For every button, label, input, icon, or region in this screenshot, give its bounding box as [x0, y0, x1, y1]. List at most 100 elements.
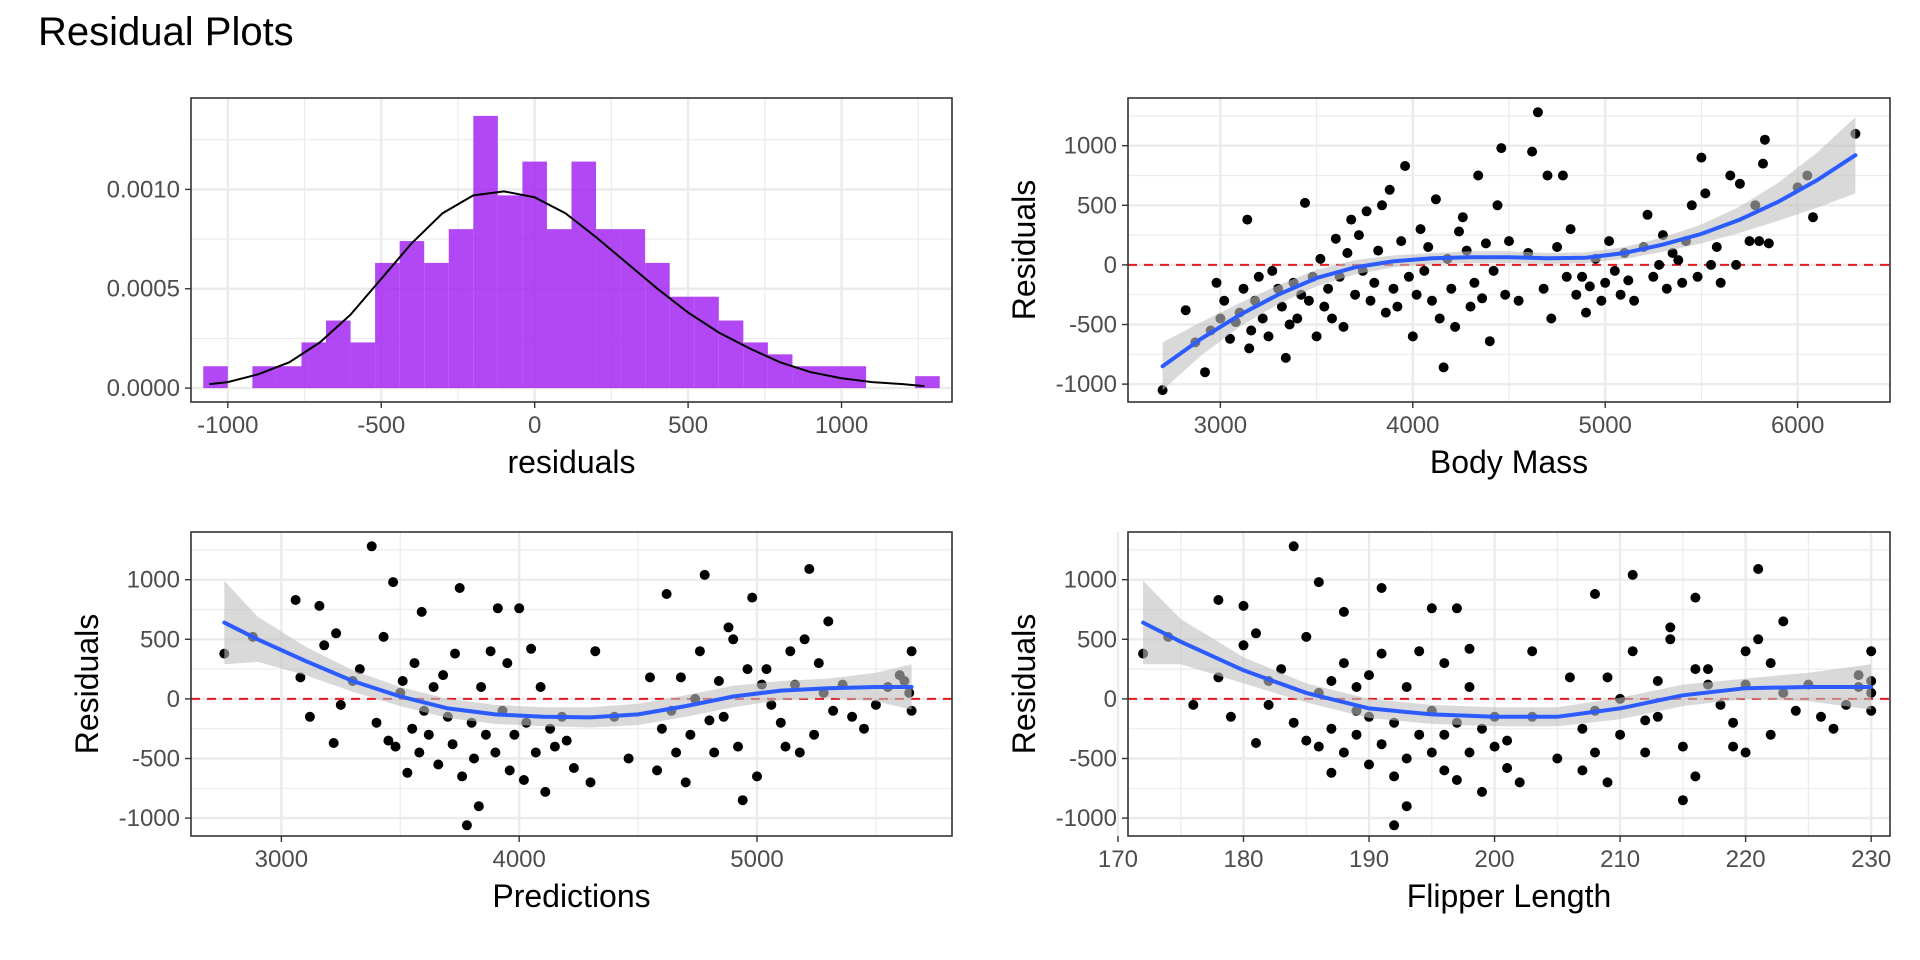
- flipper-grid: [1116, 532, 1890, 836]
- scatter-point: [1692, 271, 1703, 282]
- scatter-point: [1292, 313, 1303, 324]
- scatter-point: [1790, 705, 1801, 716]
- scatter-point: [469, 753, 479, 764]
- scatter-point: [1542, 170, 1553, 181]
- scatter-point: [1627, 569, 1638, 580]
- bodymass-x-tick-label: 5000: [1579, 412, 1632, 439]
- scatter-point: [1434, 313, 1445, 324]
- scatter-point: [1492, 200, 1503, 211]
- scatter-point: [407, 723, 418, 734]
- predictions-y-axis-label: Residuals: [69, 614, 105, 755]
- scatter-point: [585, 777, 596, 788]
- scatter-point: [1596, 295, 1607, 306]
- scatter-point: [1438, 362, 1449, 373]
- scatter-point: [492, 603, 503, 614]
- scatter-point: [1388, 283, 1399, 294]
- scatter-point: [1686, 200, 1697, 211]
- scatter-point: [1690, 592, 1701, 603]
- predictions-x-tick-label: 5000: [730, 846, 783, 873]
- scatter-point: [1488, 265, 1499, 276]
- histogram-bar: [522, 161, 547, 389]
- hist-y-tick-label: 0.0005: [107, 276, 180, 303]
- chart-hist: -1000 -500 0 500 1000 0.0000 0.0005 0.0010 resid…: [107, 97, 953, 480]
- scatter-point: [568, 763, 579, 773]
- scatter-point: [1740, 747, 1751, 758]
- scatter-point: [1451, 775, 1462, 785]
- scatter-point: [1465, 301, 1476, 312]
- hist-y-tick-label: 0.0000: [107, 375, 180, 402]
- scatter-point: [1754, 236, 1765, 247]
- scatter-point: [794, 747, 805, 758]
- scatter-point: [1426, 603, 1437, 614]
- scatter-point: [433, 759, 444, 770]
- scatter-point: [809, 729, 820, 740]
- scatter-point: [1532, 107, 1543, 118]
- scatter-point: [1464, 682, 1475, 692]
- scatter-point: [1384, 184, 1395, 195]
- bodymass-x-tick-label: 6000: [1771, 412, 1824, 439]
- scatter-point: [335, 699, 346, 710]
- scatter-point: [1648, 271, 1659, 282]
- flipper-smooth-line: [1141, 620, 1874, 719]
- scatter-point: [766, 699, 777, 710]
- scatter-point: [366, 541, 377, 552]
- bodymass-y-tick-label: 500: [1077, 192, 1117, 219]
- scatter-point: [1326, 676, 1337, 686]
- predictions-y-tick-label: 0: [167, 686, 180, 713]
- scatter-point: [1590, 589, 1600, 599]
- predictions-y-tick-label: -1000: [119, 805, 180, 832]
- scatter-point: [1439, 729, 1450, 740]
- scatter-point: [1280, 352, 1291, 363]
- scatter-point: [1652, 711, 1663, 722]
- scatter-point: [1326, 767, 1337, 778]
- scatter-point: [1484, 336, 1495, 347]
- scatter-point: [1477, 786, 1487, 797]
- scatter-point: [828, 705, 839, 716]
- flipper-y-tick-label: 1000: [1064, 567, 1117, 594]
- scatter-point: [1180, 305, 1191, 316]
- scatter-point: [718, 711, 729, 722]
- scatter-point: [728, 634, 739, 645]
- scatter-point: [1267, 265, 1278, 276]
- scatter-point: [1446, 283, 1457, 294]
- histogram-bar: [473, 115, 498, 389]
- scatter-point: [1552, 242, 1563, 252]
- scatter-point: [1696, 152, 1707, 163]
- scatter-point: [804, 564, 815, 574]
- scatter-point: [1753, 634, 1764, 645]
- density-curve: [209, 190, 925, 388]
- scatter-point: [476, 682, 487, 692]
- page-title: Residual Plots: [38, 10, 294, 54]
- bodymass-grid: [1128, 98, 1890, 402]
- scatter-point: [1414, 729, 1425, 740]
- scatter-point: [1552, 753, 1563, 764]
- scatter-point: [1330, 233, 1341, 244]
- histogram-bar: [276, 366, 302, 389]
- hist-bars: [203, 115, 940, 389]
- scatter-point: [1677, 795, 1688, 806]
- scatter-point: [518, 775, 529, 785]
- scatter-point: [1346, 214, 1357, 225]
- scatter-point: [428, 682, 439, 692]
- scatter-point: [1188, 699, 1199, 710]
- scatter-point: [1584, 281, 1595, 292]
- scatter-point: [1604, 236, 1615, 247]
- scatter-point: [709, 747, 720, 758]
- histogram-bar: [743, 342, 768, 389]
- histogram-bar: [497, 195, 523, 389]
- scatter-point: [1361, 206, 1372, 217]
- scatter-point: [775, 717, 786, 728]
- scatter-point: [1731, 259, 1742, 270]
- scatter-point: [509, 729, 520, 740]
- scatter-point: [1373, 245, 1384, 256]
- scatter-point: [1667, 248, 1678, 258]
- scatter-point: [1353, 230, 1364, 241]
- bodymass-y-tick-label: -500: [1069, 312, 1117, 339]
- scatter-point: [1665, 622, 1676, 633]
- scatter-point: [859, 723, 869, 734]
- scatter-point: [454, 583, 465, 593]
- scatter-point: [485, 646, 496, 657]
- scatter-point: [1401, 682, 1412, 692]
- scatter-point: [331, 628, 342, 639]
- scatter-point: [319, 640, 330, 651]
